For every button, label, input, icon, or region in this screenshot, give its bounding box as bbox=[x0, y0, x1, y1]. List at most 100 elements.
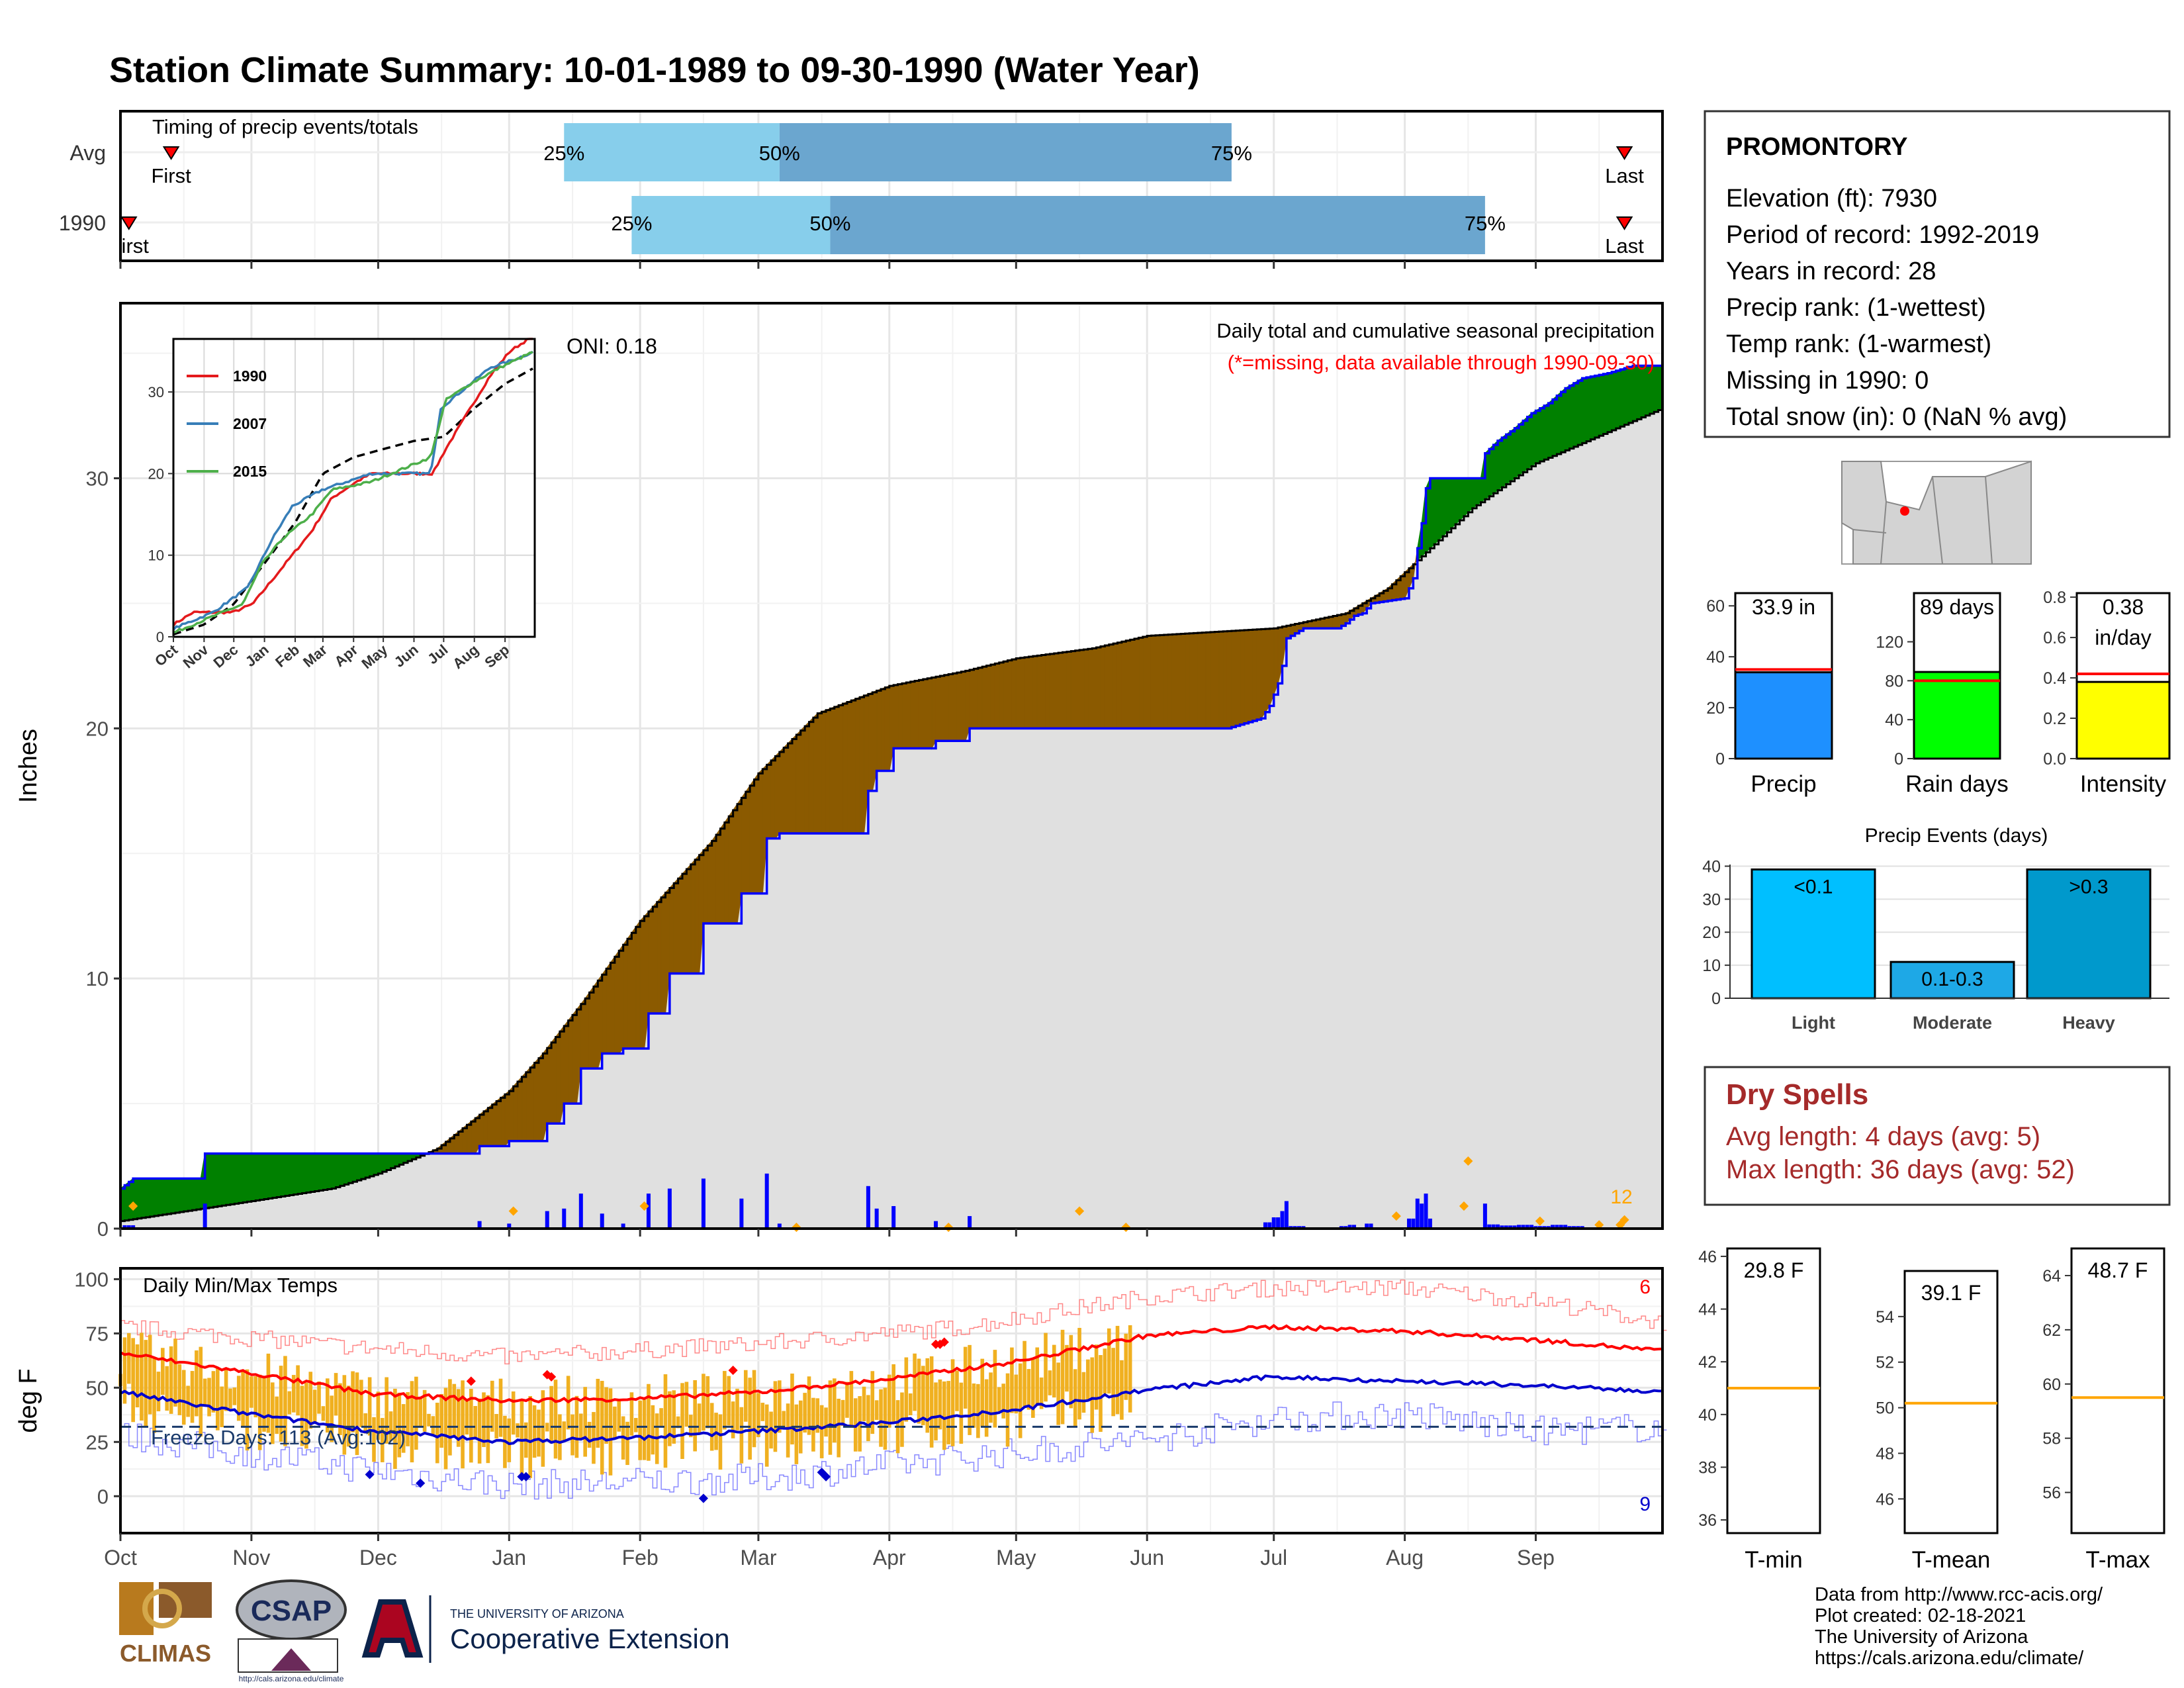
inset-line-2015 bbox=[173, 351, 533, 634]
extreme-precip-marker bbox=[508, 1206, 518, 1216]
month-tick-Aug: Aug bbox=[1386, 1546, 1424, 1570]
observed-cumulative-line bbox=[120, 364, 1662, 1190]
tmean-t-mean: 39.1 F T-mean 46 48 50 52 54 bbox=[1876, 1270, 1999, 1573]
inset-ytick-0: 0 bbox=[156, 629, 164, 645]
mini-bar-ytick: 40 bbox=[1706, 648, 1725, 667]
precip-ytick-0: 0 bbox=[97, 1217, 109, 1241]
timing-1990-first-marker bbox=[120, 216, 138, 230]
timing-label: Timing of precip events/totals bbox=[152, 115, 418, 138]
daily-precip-bar bbox=[1369, 1223, 1373, 1229]
credit-line-2: The University of Arizona bbox=[1815, 1626, 2028, 1648]
temp-ytick-0: 0 bbox=[97, 1485, 109, 1508]
csap-logo: CSAP http://cals.arizona.edu/climate bbox=[236, 1579, 347, 1683]
precip-ytick-10: 10 bbox=[86, 967, 109, 990]
timing-1990-q75-label: 75% bbox=[1465, 212, 1506, 235]
tmean-ytick: 40 bbox=[1698, 1406, 1717, 1425]
daily-precip-bar bbox=[1284, 1201, 1289, 1229]
svg-text:Cooperative Extension: Cooperative Extension bbox=[450, 1623, 730, 1654]
oni-value: ONI: 0.18 bbox=[567, 334, 657, 358]
tmean-ytick: 44 bbox=[1698, 1301, 1717, 1319]
credits: Data from http://www.rcc-acis.org/Plot c… bbox=[1815, 1584, 2103, 1669]
daily-precip-bar bbox=[764, 1173, 769, 1229]
daily-precip-bar bbox=[1347, 1225, 1352, 1229]
mini-bar-ytick: 0.6 bbox=[2043, 629, 2066, 647]
precip-missing-note: (*=missing, data available through 1990-… bbox=[1228, 351, 1655, 374]
svg-text:CSAP: CSAP bbox=[251, 1595, 332, 1627]
mini-bar-ytick: 0.8 bbox=[2043, 588, 2066, 607]
daily-precip-bar bbox=[507, 1223, 512, 1229]
events-ytick-20: 20 bbox=[1702, 923, 1721, 942]
daily-precip-bar bbox=[1263, 1222, 1267, 1229]
daily-precip-bar bbox=[1508, 1225, 1513, 1229]
events-bar-label-light: <0.1 bbox=[1794, 876, 1833, 898]
tmean-ytick: 46 bbox=[1698, 1248, 1717, 1266]
daily-precip-bar bbox=[1487, 1224, 1492, 1229]
mini-bar-title: Intensity bbox=[2080, 771, 2167, 797]
inset-legend-2007: 2007 bbox=[233, 415, 267, 432]
timing-Avg-last-label: Last bbox=[1605, 164, 1644, 187]
mini-bar-ytick: 0.4 bbox=[2043, 669, 2066, 688]
inset-ytick-20: 20 bbox=[148, 465, 164, 482]
daily-precip-bar bbox=[578, 1194, 583, 1229]
daily-precip-bar bbox=[1512, 1225, 1517, 1229]
tmean-ytick: 64 bbox=[2042, 1267, 2061, 1286]
mini-bar-value-label-2: in/day bbox=[2095, 626, 2151, 649]
tmean-ytick: 56 bbox=[2042, 1484, 2061, 1503]
events-ytick-10: 10 bbox=[1702, 957, 1721, 975]
temp-ytick-25: 25 bbox=[86, 1430, 109, 1454]
mini-bar-ytick: 80 bbox=[1885, 672, 1903, 690]
month-tick-Nov: Nov bbox=[232, 1546, 270, 1570]
daily-precip-bar bbox=[934, 1221, 938, 1229]
daily-precip-bar bbox=[866, 1186, 870, 1229]
daily-precip-bar bbox=[968, 1216, 972, 1229]
daily-precip-bar bbox=[1280, 1211, 1285, 1229]
mini-bar-ytick: 0.0 bbox=[2043, 750, 2066, 769]
temp-ytick-75: 75 bbox=[86, 1322, 109, 1345]
station-line-2: Years in record: 28 bbox=[1726, 258, 1936, 285]
daily-precip-bar bbox=[477, 1221, 482, 1229]
temp-label: Daily Min/Max Temps bbox=[143, 1274, 338, 1297]
daily-precip-bar bbox=[545, 1211, 549, 1229]
inset-ytick-10: 10 bbox=[148, 547, 164, 564]
timing-Avg-q50-q75 bbox=[779, 123, 1232, 181]
mini-bar-value bbox=[2075, 680, 2171, 760]
tmean-ytick: 52 bbox=[1876, 1354, 1894, 1372]
climas-logo: CLIMAS bbox=[119, 1582, 212, 1667]
daily-precip-bar bbox=[1559, 1225, 1563, 1229]
dry-spells-max: Max length: 36 days (avg: 52) bbox=[1726, 1155, 2075, 1184]
daily-precip-bar bbox=[1267, 1222, 1272, 1229]
record-max-envelope bbox=[120, 1279, 1667, 1365]
daily-precip-bar bbox=[1500, 1225, 1504, 1229]
events-xtick-moderate: Moderate bbox=[1913, 1013, 1992, 1033]
month-tick-Jun: Jun bbox=[1130, 1546, 1164, 1570]
tmean-t-max: 48.7 F T-max 56 58 60 62 64 bbox=[2042, 1247, 2165, 1573]
mini-bar-title: Precip bbox=[1751, 771, 1816, 797]
daily-precip-bar bbox=[131, 1225, 136, 1229]
mini-bar-value-label: 33.9 in bbox=[1752, 595, 1815, 619]
month-tick-Mar: Mar bbox=[740, 1546, 776, 1570]
mini-bar-ytick: 0 bbox=[1715, 750, 1725, 769]
daily-precip-bar bbox=[1555, 1225, 1559, 1229]
events-bar-label-moderate: 0.1-0.3 bbox=[1921, 968, 1983, 990]
station-line-3: Precip rank: (1-wettest) bbox=[1726, 294, 1986, 322]
timing-1990-q25-label: 25% bbox=[611, 212, 652, 235]
daily-precip-bar bbox=[1529, 1225, 1534, 1229]
daily-precip-bar bbox=[701, 1178, 705, 1229]
events-ytick-40: 40 bbox=[1702, 857, 1721, 876]
tmean-ytick: 58 bbox=[2042, 1430, 2061, 1448]
daily-precip-bar bbox=[646, 1194, 651, 1229]
events-xtick-heavy: Heavy bbox=[2062, 1013, 2115, 1033]
extreme-count: 12 bbox=[1610, 1186, 1632, 1208]
mini-bar-ytick: 120 bbox=[1876, 633, 1903, 652]
mini-bar-ytick: 0 bbox=[1894, 750, 1903, 769]
month-tick-Apr: Apr bbox=[873, 1546, 906, 1570]
month-tick-Dec: Dec bbox=[359, 1546, 397, 1570]
extreme-precip-marker bbox=[128, 1201, 138, 1211]
daily-precip-bar bbox=[1271, 1217, 1276, 1229]
tmean-title: T-max bbox=[2085, 1547, 2150, 1573]
daily-precip-bar bbox=[1504, 1225, 1508, 1229]
daily-precip-bar bbox=[1496, 1224, 1500, 1229]
daily-precip-bar bbox=[1411, 1218, 1416, 1229]
